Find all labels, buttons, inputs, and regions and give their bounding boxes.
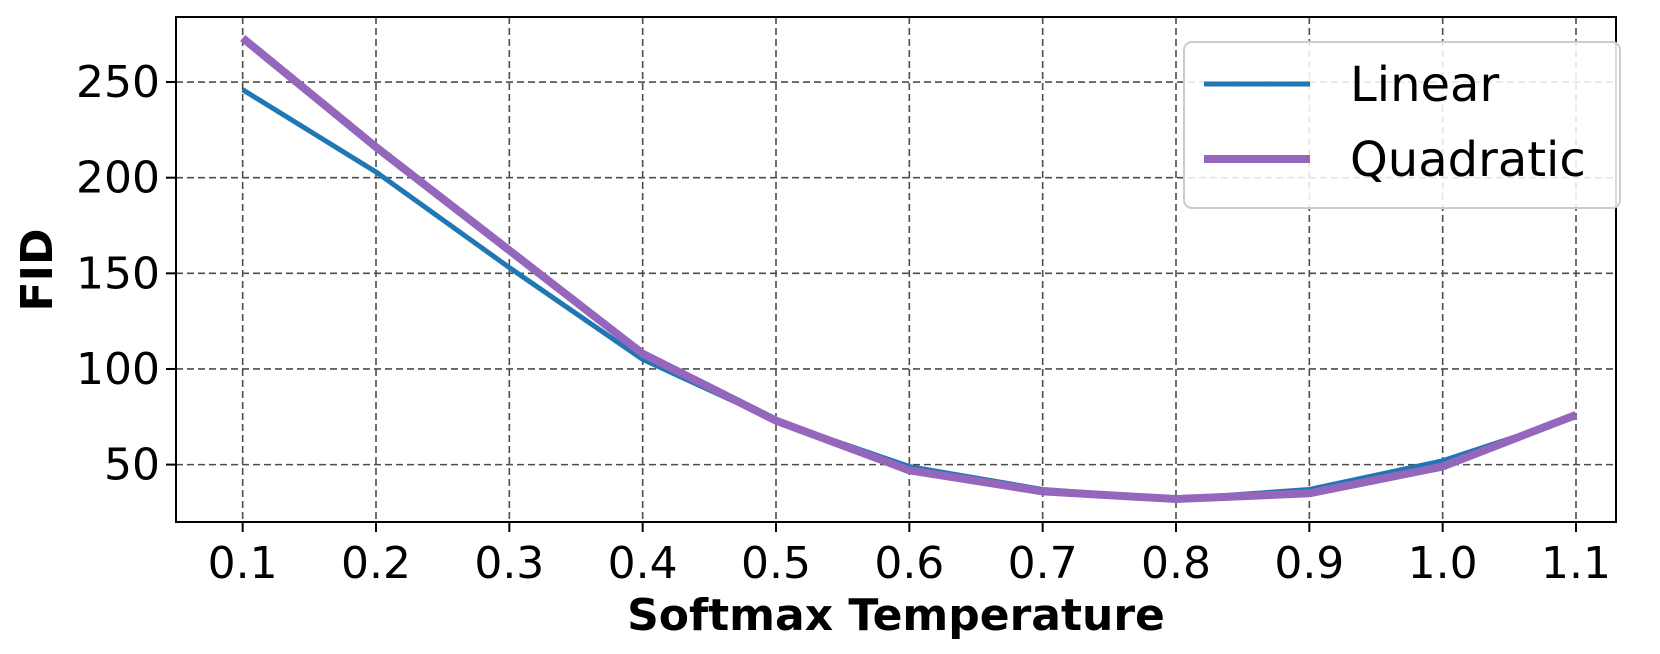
- y-axis-label: FID: [12, 229, 63, 312]
- x-tick-label: 0.4: [608, 538, 678, 589]
- x-tick-label: 0.1: [208, 538, 278, 589]
- y-tick-label: 100: [76, 344, 160, 395]
- y-axis-ticks: 50 100 150 200 250: [76, 57, 176, 491]
- x-tick-label: 1.1: [1541, 538, 1611, 589]
- x-tick-label: 0.3: [474, 538, 544, 589]
- y-tick-label: 200: [76, 153, 160, 204]
- legend-label-linear: Linear: [1350, 57, 1499, 113]
- series-line-quadratic: [240, 34, 1578, 504]
- plot-frame: [175, 16, 1617, 523]
- x-axis-label: Softmax Temperature: [627, 590, 1165, 641]
- legend: Linear Quadratic: [1183, 41, 1621, 209]
- y-tick-label: 250: [76, 57, 160, 108]
- x-tick-label: 0.6: [874, 538, 944, 589]
- y-tick-label: 50: [104, 440, 160, 491]
- x-tick-label: 0.9: [1274, 538, 1344, 589]
- legend-label-quadratic: Quadratic: [1350, 132, 1586, 188]
- x-tick-label: 0.5: [741, 538, 811, 589]
- y-tick-label: 150: [76, 248, 160, 299]
- x-tick-label: 0.7: [1008, 538, 1078, 589]
- x-axis-ticks: 0.1 0.2 0.3 0.4 0.5 0.6 0.7 0.8 0.9 1.0 1.1: [208, 522, 1611, 589]
- x-tick-label: 1.0: [1408, 538, 1478, 589]
- x-tick-label: 0.8: [1141, 538, 1211, 589]
- series-lines: [240, 34, 1578, 504]
- x-tick-label: 0.2: [341, 538, 411, 589]
